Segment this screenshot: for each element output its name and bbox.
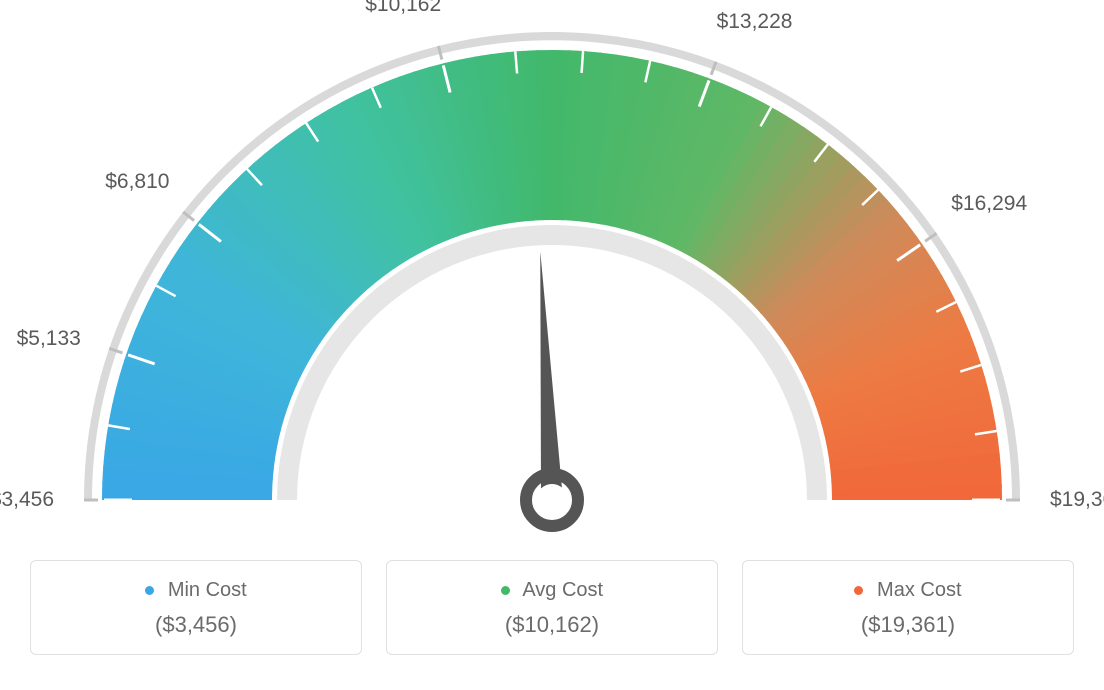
gauge-tick-label: $13,228 [717, 10, 793, 34]
legend-label-min: Min Cost [168, 579, 247, 601]
gauge-chart: $3,456 $5,133 $6,810 $10,162 $13,228 $16,294 $… [0, 0, 1104, 560]
legend-value-avg: ($10,162) [397, 612, 707, 638]
gauge-tick-label: $19,361 [1050, 488, 1104, 512]
legend-row: Min Cost ($3,456) Avg Cost ($10,162) Max… [0, 560, 1104, 675]
gauge-tick-label: $10,162 [361, 0, 441, 17]
gauge-svg [0, 0, 1104, 560]
legend-title-avg: Avg Cost [397, 579, 707, 602]
gauge-tick-label: $5,133 [1, 327, 81, 351]
legend-label-max: Max Cost [877, 579, 961, 601]
legend-value-min: ($3,456) [41, 612, 351, 638]
legend-dot-max [854, 586, 863, 595]
legend-label-avg: Avg Cost [522, 579, 603, 601]
legend-title-max: Max Cost [753, 579, 1063, 602]
gauge-tick-label: $6,810 [89, 170, 169, 194]
legend-box-max: Max Cost ($19,361) [742, 560, 1074, 655]
legend-value-max: ($19,361) [753, 612, 1063, 638]
legend-box-min: Min Cost ($3,456) [30, 560, 362, 655]
legend-box-avg: Avg Cost ($10,162) [386, 560, 718, 655]
gauge-tick-label: $3,456 [0, 488, 54, 512]
gauge-tick-label: $16,294 [951, 192, 1027, 216]
legend-title-min: Min Cost [41, 579, 351, 602]
legend-dot-min [145, 586, 154, 595]
legend-dot-avg [501, 586, 510, 595]
